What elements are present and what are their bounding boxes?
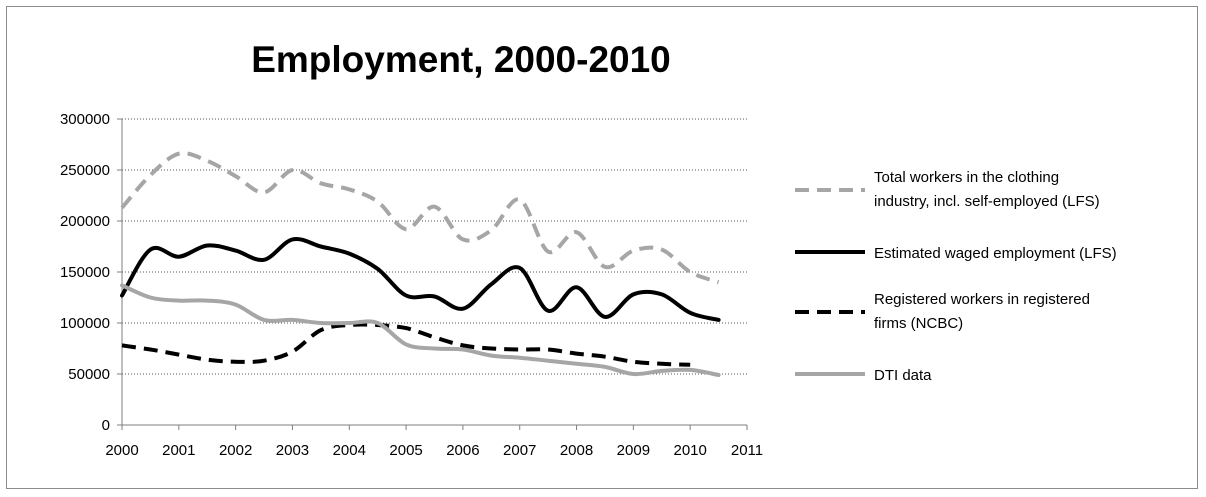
y-tick-label-4: 200000 [60, 213, 110, 230]
y-tick-label-1: 50000 [68, 366, 110, 383]
x-tick-label-9: 2009 [617, 442, 650, 459]
x-tick-label-10: 2010 [673, 442, 706, 459]
series-line-0 [120, 151, 720, 285]
grid-lines [122, 118, 747, 375]
y-tick-label-2: 100000 [60, 315, 110, 332]
x-tick-label-7: 2007 [503, 442, 536, 459]
series-line-3 [120, 283, 721, 377]
legend-label-1: Estimated waged employment (LFS) [874, 245, 1117, 262]
x-tick-label-4: 2004 [333, 442, 366, 459]
x-tick-label-5: 2005 [389, 442, 422, 459]
y-axis-ticks: 0 50000 100000 150000 200000 250000 300000 [60, 111, 122, 434]
x-axis-ticks: 2000 2001 2002 2003 2004 2005 2006 2007 2008 2009… [105, 425, 763, 459]
legend: Total workers in the clothing industry, i… [795, 169, 1117, 384]
legend-label-2: Registered workers in registered firms (N… [874, 291, 1090, 332]
y-tick-label-3: 150000 [60, 264, 110, 281]
chart-title: Employment, 2000-2010 [251, 39, 671, 80]
series-lines [120, 151, 721, 377]
y-tick-label-6: 300000 [60, 111, 110, 128]
x-tick-label-1: 2001 [162, 442, 195, 459]
x-tick-label-3: 2003 [276, 442, 309, 459]
series-line-2 [121, 322, 691, 367]
series-line-1 [120, 236, 721, 322]
x-tick-label-8: 2008 [560, 442, 593, 459]
chart-frame: Employment, 2000-2010 0 50000 100000 150000… [6, 6, 1198, 489]
x-tick-label-11: 2011 [731, 442, 763, 459]
y-tick-label-0: 0 [102, 417, 110, 434]
x-tick-label-6: 2006 [446, 442, 479, 459]
x-tick-label-0: 2000 [105, 442, 138, 459]
y-tick-label-5: 250000 [60, 162, 110, 179]
legend-label-0: Total workers in the clothing industry, i… [874, 169, 1100, 210]
employment-line-chart: Employment, 2000-2010 0 50000 100000 150000… [60, 39, 1117, 459]
legend-label-3: DTI data [874, 367, 932, 384]
x-tick-label-2: 2002 [219, 442, 252, 459]
